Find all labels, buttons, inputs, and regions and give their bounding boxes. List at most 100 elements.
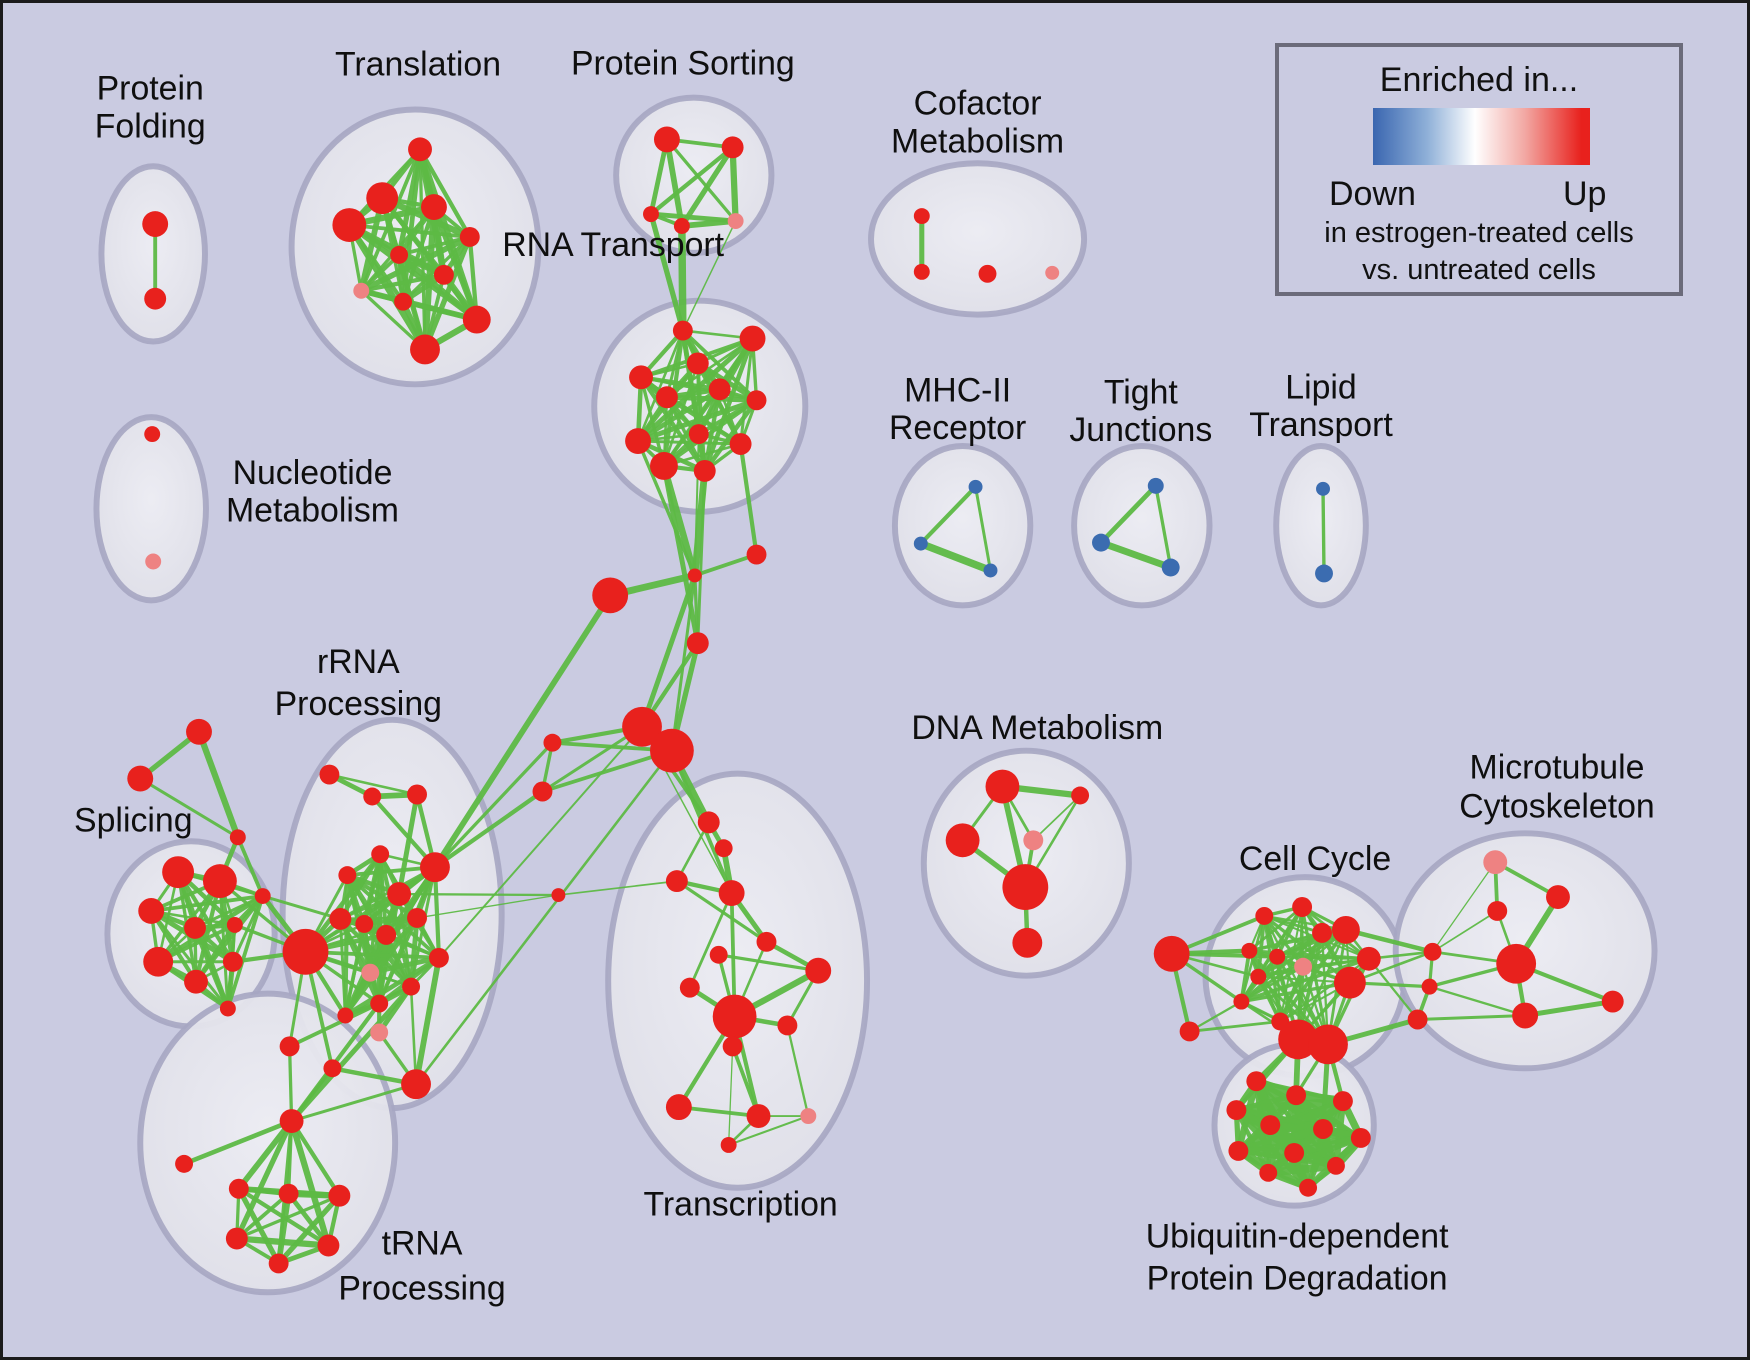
network-edge — [1264, 1161, 1340, 1177]
cluster-label-cf: Cofactor Metabolism — [891, 84, 1064, 160]
network-edge — [417, 147, 472, 240]
network-node-ub8 — [1228, 1140, 1249, 1161]
cluster-label-ub: Ubiquitin-dependent Protein Degradation — [1146, 1217, 1449, 1297]
network-node-mt2 — [1546, 885, 1570, 909]
network-edge — [662, 398, 759, 468]
network-edge — [261, 894, 342, 921]
cluster-label-cc: Cell Cycle — [1239, 840, 1391, 878]
network-node-mh1 — [968, 479, 983, 494]
network-edge — [1431, 910, 1499, 953]
network-node-lt2 — [1315, 564, 1333, 583]
network-edge — [235, 1118, 295, 1192]
network-node-dm3 — [945, 823, 980, 858]
network-edge — [1256, 931, 1324, 979]
network-node-cn1 — [687, 568, 702, 583]
network-edge — [665, 395, 707, 473]
network-node-mt5 — [1512, 1002, 1539, 1029]
network-node-tc1 — [697, 811, 720, 834]
network-edge — [289, 984, 414, 1124]
network-node-ps1 — [653, 126, 680, 153]
network-node-rt3 — [686, 352, 709, 375]
network-node-pf1 — [142, 211, 169, 237]
network-node-tl4 — [332, 208, 367, 242]
network-node-tc10 — [777, 1015, 798, 1036]
network-edge — [235, 835, 265, 898]
network-node-tc3 — [665, 870, 688, 893]
network-edge — [696, 469, 707, 645]
network-node-rt9 — [625, 428, 651, 455]
network-edge — [236, 1186, 282, 1267]
network-node-tl8 — [353, 282, 370, 299]
network-node-cc3 — [1255, 906, 1274, 925]
network-node-sp8 — [222, 951, 243, 972]
network-edge — [433, 741, 555, 869]
network-node-tc9 — [712, 994, 757, 1039]
network-node-tn7 — [268, 1253, 289, 1274]
network-edge — [636, 439, 697, 578]
network-node-spB — [127, 765, 154, 792]
network-edge — [289, 1118, 342, 1198]
network-node-tc8 — [679, 977, 700, 998]
network-node-cn8 — [532, 781, 553, 802]
network-node-ub2 — [1286, 1085, 1307, 1106]
network-node-cc9 — [1331, 915, 1360, 944]
network-edge — [648, 145, 735, 217]
network-edge — [396, 251, 480, 323]
network-edge — [328, 773, 419, 796]
legend-caption-line2: vs. untreated cells — [1362, 254, 1596, 286]
nodes — [127, 126, 1624, 1274]
cluster-label-lt: Lipid Transport — [1249, 368, 1393, 444]
network-node-tj2 — [1092, 533, 1110, 552]
network-node-tn5 — [225, 1227, 248, 1250]
network-node-rt6 — [655, 386, 678, 409]
network-node-cf2 — [913, 263, 930, 280]
network-edge — [1032, 794, 1081, 842]
network-node-cc15 — [1278, 1019, 1319, 1060]
network-node-sp3 — [138, 898, 165, 924]
network-node-tl11 — [410, 334, 440, 365]
network-node-cc4 — [1292, 897, 1313, 917]
cluster-label-tj: Tight Junctions — [1069, 373, 1212, 449]
network-node-cf1 — [913, 208, 930, 225]
network-node-cn7 — [543, 733, 562, 752]
network-edge — [635, 336, 756, 444]
network-edge — [1428, 985, 1527, 1017]
network-edge — [1343, 927, 1435, 955]
network-node-tc5 — [756, 931, 777, 952]
cluster-label-tn: tRNA Processing — [338, 1224, 505, 1307]
network-node-tn1 — [175, 1154, 194, 1173]
network-edge — [675, 879, 769, 944]
network-edge — [287, 1044, 294, 1123]
network-node-rr4 — [371, 845, 390, 864]
network-edge — [193, 893, 265, 984]
network-edge — [675, 821, 711, 883]
network-node-tc6 — [709, 945, 728, 964]
cluster-label-tl: Translation — [335, 46, 501, 84]
network-edge — [343, 955, 442, 1018]
network-node-sp7 — [184, 969, 208, 994]
network-edge — [702, 397, 759, 474]
network-node-dm1 — [985, 769, 1020, 804]
network-edge — [149, 909, 230, 1011]
network-node-ub5 — [1260, 1115, 1281, 1135]
network-edge — [347, 223, 472, 239]
network-edge — [661, 463, 701, 646]
network-node-tn6 — [317, 1234, 340, 1257]
network-edge — [635, 397, 760, 444]
network-edge — [974, 485, 992, 572]
network-edge — [664, 394, 760, 403]
network-node-rr14 — [361, 963, 380, 982]
network-node-tn3 — [278, 1183, 299, 1204]
network-node-rr19 — [401, 1069, 431, 1100]
network-node-cc8 — [1250, 968, 1267, 985]
network-edge — [181, 1118, 294, 1167]
network-node-mh2 — [913, 536, 928, 551]
network-node-tc14 — [800, 1108, 817, 1125]
cluster-label-mh: MHC-II Receptor — [889, 371, 1026, 447]
network-node-cc2 — [1179, 1021, 1200, 1042]
cluster-label-pf: Protein Folding — [95, 70, 206, 146]
network-edge — [288, 1117, 332, 1249]
cluster-ellipse-tc — [605, 770, 871, 1191]
network-node-cn9 — [551, 888, 566, 903]
network-node-tl6 — [390, 245, 409, 264]
